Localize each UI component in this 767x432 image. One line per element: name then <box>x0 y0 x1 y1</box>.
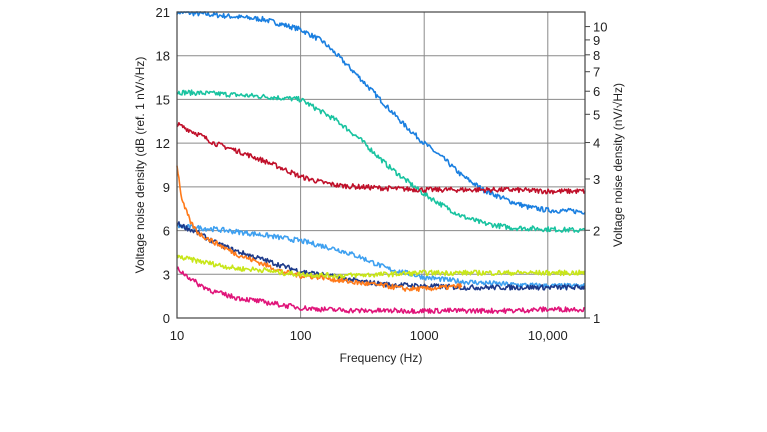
series-line-2 <box>176 89 586 233</box>
y-axis-label: Voltage noise density (dB (ref. 1 nV/√Hz… <box>133 57 147 274</box>
y2-tick-label: 10 <box>593 20 607 35</box>
y-tick-label: 21 <box>156 5 170 20</box>
y2-tick-label: 2 <box>593 223 600 238</box>
y-tick-label: 15 <box>156 92 170 107</box>
series-layer <box>176 11 586 315</box>
y-tick-label: 3 <box>163 267 170 282</box>
grid-lines <box>177 12 585 318</box>
y-tick-label: 6 <box>163 224 170 239</box>
x-axis-label: Frequency (Hz) <box>340 351 423 365</box>
y-tick-label: 18 <box>156 49 170 64</box>
y2-tick-label: 8 <box>593 48 600 63</box>
x-tick-label: 10 <box>170 328 184 343</box>
y-axis-ticks: 0 3 6 9 12 15 18 21 <box>156 5 170 326</box>
x-tick-label: 100 <box>290 328 312 343</box>
x-tick-label: 1000 <box>410 328 439 343</box>
y2-tick-label: 3 <box>593 172 600 187</box>
y2-tick-label: 5 <box>593 107 600 122</box>
series-line-3 <box>176 122 586 195</box>
x-tick-label: 10,000 <box>528 328 568 343</box>
y-tick-label: 0 <box>163 311 170 326</box>
y2-axis-label: Voltage noise density (nV/√Hz) <box>611 83 625 247</box>
series-line-1 <box>176 11 586 215</box>
y2-tick-label: 7 <box>593 65 600 80</box>
y2-tick-label: 4 <box>593 136 600 151</box>
y2-tick-label: 9 <box>593 33 600 48</box>
series-line-8 <box>176 266 585 315</box>
y-tick-label: 9 <box>163 180 170 195</box>
y-tick-label: 12 <box>156 136 170 151</box>
plot-frame <box>176 11 586 319</box>
series-line-7 <box>176 254 586 279</box>
series-line-5 <box>176 221 586 291</box>
y2-tick-label: 1 <box>593 311 600 326</box>
y2-tick-label: 6 <box>593 84 600 99</box>
x-axis-ticks: 10 100 1000 10,000 <box>170 328 568 343</box>
